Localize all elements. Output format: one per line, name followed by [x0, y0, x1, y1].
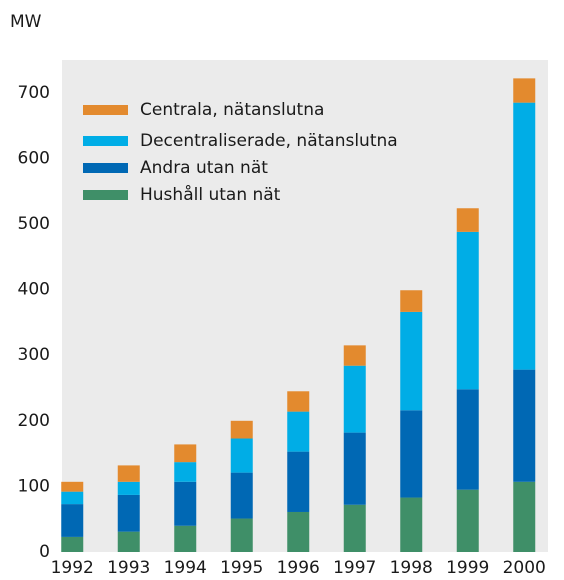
y-tick-label: 600 [18, 148, 50, 168]
legend-swatch [83, 136, 128, 146]
bar-segment [230, 472, 253, 519]
x-tick-label: 1993 [107, 558, 150, 578]
y-tick-label: 700 [18, 83, 50, 103]
bar-segment [287, 391, 310, 412]
bar-segment [174, 462, 197, 482]
bar-segment [174, 525, 197, 552]
x-tick-label: 1992 [51, 558, 94, 578]
legend-label: Centrala, nätanslutna [140, 100, 324, 120]
y-tick-label: 100 [18, 476, 50, 496]
legend-swatch [83, 190, 128, 200]
bar-segment [287, 451, 310, 512]
bar-segment [513, 102, 536, 370]
x-tick-label: 1995 [220, 558, 263, 578]
bar-segment [117, 494, 140, 532]
legend-label: Decentraliserade, nätanslutna [140, 131, 398, 151]
y-axis-label: MW [10, 12, 42, 32]
bar-segment [456, 231, 479, 390]
legend-swatch [83, 105, 128, 115]
legend-label: Hushåll utan nät [140, 184, 281, 205]
bar-segment [400, 290, 423, 312]
bar-segment [513, 481, 536, 552]
x-tick-label: 1997 [333, 558, 376, 578]
bar-segment [400, 410, 423, 498]
bar-segment [343, 345, 366, 366]
x-tick-label: 1999 [446, 558, 489, 578]
bar-segment [456, 208, 479, 232]
y-tick-label: 400 [18, 280, 50, 300]
bar-segment [61, 536, 84, 552]
bar-segment [174, 481, 197, 526]
bar-segment [400, 311, 423, 411]
bar-segment [117, 465, 140, 482]
y-tick-label: 300 [18, 345, 50, 365]
bar-segment [61, 481, 84, 492]
x-tick-label: 1996 [277, 558, 320, 578]
bar-segment [117, 481, 140, 495]
bar-segment [230, 420, 253, 439]
bar-segment [456, 389, 479, 490]
y-tick-label: 500 [18, 214, 50, 234]
x-tick-label: 1998 [390, 558, 433, 578]
bar-segment [343, 504, 366, 552]
bar-segment [456, 489, 479, 552]
x-tick-label: 1994 [164, 558, 207, 578]
bar-segment [117, 531, 140, 552]
bar-segment [61, 491, 84, 505]
y-tick-label: 200 [18, 411, 50, 431]
y-tick-label: 0 [39, 542, 50, 562]
bar-segment [287, 411, 310, 452]
legend-label: Andra utan nät [140, 158, 268, 178]
x-tick-label: 2000 [503, 558, 546, 578]
bar-segment [343, 432, 366, 505]
bar-segment [230, 518, 253, 552]
bar-segment [287, 511, 310, 552]
bar-segment [513, 369, 536, 482]
bar-segment [61, 504, 84, 537]
bar-segment [400, 497, 423, 552]
legend-swatch [83, 163, 128, 173]
bar-segment [513, 78, 536, 103]
bar-segment [230, 438, 253, 473]
bar-segment [343, 365, 366, 433]
bar-segment [174, 444, 197, 463]
